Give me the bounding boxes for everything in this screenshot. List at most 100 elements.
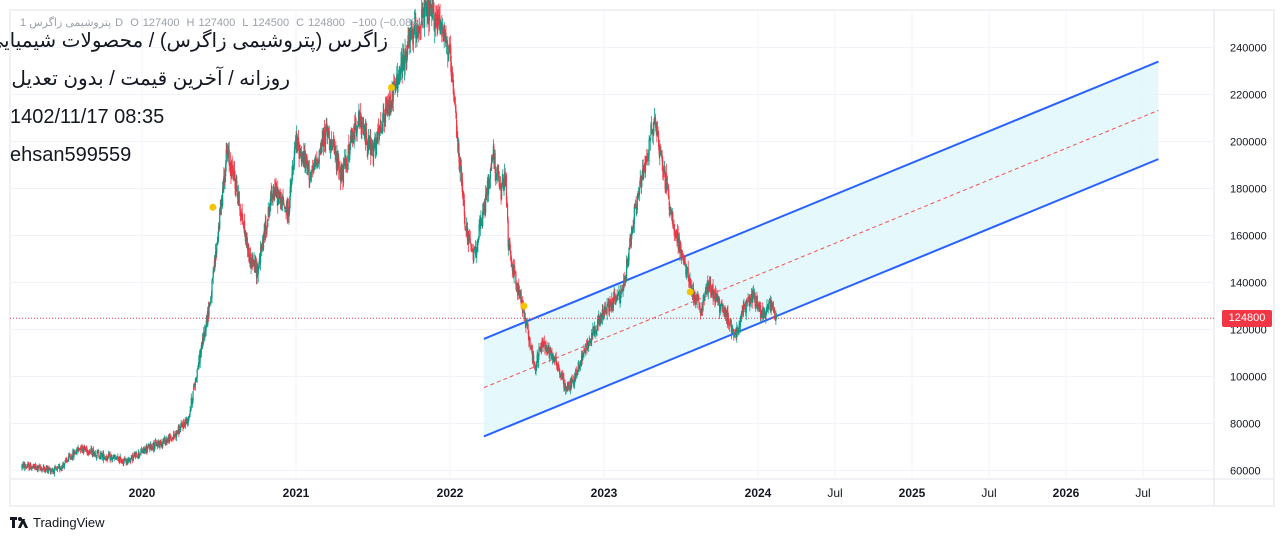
candle-body [498,175,500,187]
candle [702,294,704,312]
candle-body [515,284,518,291]
candle-body [127,458,130,463]
candle [448,36,451,54]
candle [645,156,647,164]
candle-body [688,278,690,282]
candle-body [718,298,720,302]
candle [42,465,44,473]
candle [668,183,670,200]
candle [724,307,727,321]
candle-body [666,182,669,187]
candle-body [527,321,529,330]
candle [696,294,698,309]
candle [565,385,567,394]
candle-body [670,208,672,210]
candle [477,240,479,253]
candle [448,45,450,61]
candle-body [490,156,493,170]
candle-body [610,305,612,309]
candle [409,27,412,53]
candle-body [704,291,707,294]
candle-body [760,315,762,319]
candle-body [180,423,182,427]
candle-body [195,379,197,381]
candle-body [474,247,477,256]
tradingview-brand[interactable]: TradingView [10,515,105,530]
candle [666,175,669,189]
candle-body [668,189,670,200]
candle-body [515,271,517,285]
candle [107,455,109,461]
candle-body [361,123,363,133]
candle-body [196,378,198,380]
candle-body [425,1,427,14]
candle-body [239,210,242,216]
channel-lower-line [483,158,1159,438]
candle-body [315,157,317,161]
candle-body [527,330,529,335]
candle [47,466,50,474]
candle-body [602,310,604,316]
candle-body [582,354,584,361]
candle-body [347,163,349,166]
candle [704,286,707,296]
candle-body [116,456,118,459]
time-axis[interactable]: 2020 2021 2022 2023 2024 Jul 2025 Jul 2026 Jul [129,486,1151,500]
candle-body [691,285,693,291]
candle-body [166,439,169,442]
candle-body [36,466,38,468]
candle-body [33,463,35,467]
candle [722,303,724,317]
candle-body [68,454,70,457]
candle-body [743,303,746,305]
candle-body [397,74,400,84]
candle-body [752,291,754,303]
candle [80,449,82,451]
candle-body [328,128,330,131]
candle-body [56,468,58,470]
candle-body [44,471,47,473]
candle-body [705,290,707,291]
regression-channel[interactable] [483,60,1159,438]
candle-body [623,280,625,291]
candle-body [242,219,244,225]
candle-body [588,342,590,348]
price-axis[interactable]: 60000 80000 100000 120000 140000 160000 180000… [1230,43,1267,478]
candle [589,337,591,346]
candle [636,193,638,214]
candle-body [626,259,628,279]
candle-body [246,233,248,247]
candle-body [53,467,56,474]
candle-body [59,466,61,470]
candle-body [635,204,637,209]
legend-symbol: پتروشیمی زاگرس [29,17,112,29]
candle [662,168,664,181]
candle-body [442,30,444,34]
candle-body [170,437,172,439]
candle-body [214,251,217,262]
candle-body [142,451,144,453]
candle-body [299,150,301,159]
candle-body [165,440,167,444]
candle [686,266,688,278]
channel-upper-line [483,60,1159,340]
candle-body [283,205,285,207]
candle-body [26,467,28,469]
candle [469,230,471,244]
candle [376,131,378,155]
candle-body [39,466,41,469]
candle-body [572,379,574,382]
candle [464,211,466,231]
candle-body [709,282,711,284]
candle [412,29,414,53]
candle-body [49,467,51,473]
candle-body [150,446,153,450]
candle-body [736,327,738,331]
candle-body [630,232,632,246]
candle-body [262,234,265,250]
candle [585,343,587,356]
candle [68,452,70,463]
candle-body [494,153,496,173]
candle [531,345,534,365]
